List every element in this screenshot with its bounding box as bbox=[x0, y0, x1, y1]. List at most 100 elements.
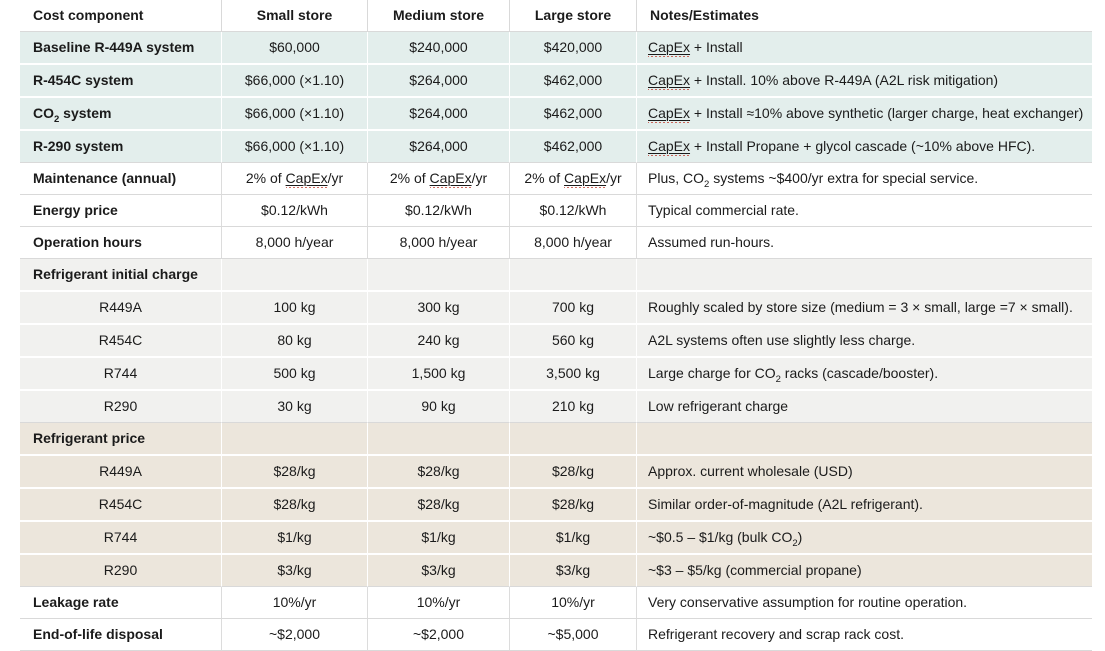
cell-medium-store[interactable]: $240,000 bbox=[368, 32, 510, 65]
cell-notes[interactable]: Assumed run-hours. bbox=[637, 227, 1092, 259]
cell-notes[interactable] bbox=[637, 259, 1092, 292]
row-label[interactable]: R-454C system bbox=[20, 65, 222, 98]
row-label[interactable]: Refrigerant price bbox=[20, 423, 222, 456]
cell-large-store[interactable]: 2% of CapEx/yr bbox=[510, 163, 637, 195]
cell-medium-store[interactable]: 240 kg bbox=[368, 325, 510, 358]
cell-medium-store[interactable] bbox=[368, 423, 510, 456]
cell-large-store[interactable]: $3/kg bbox=[510, 555, 637, 587]
row-label[interactable]: R744 bbox=[20, 522, 222, 555]
cell-small-store[interactable]: 30 kg bbox=[222, 391, 368, 423]
cell-small-store[interactable]: $66,000 (×1.10) bbox=[222, 131, 368, 163]
cell-small-store[interactable]: $60,000 bbox=[222, 32, 368, 65]
cell-notes[interactable] bbox=[637, 423, 1092, 456]
cell-notes[interactable]: CapEx + Install bbox=[637, 32, 1092, 65]
cell-medium-store[interactable]: 10%/yr bbox=[368, 587, 510, 619]
row-label[interactable]: R-290 system bbox=[20, 131, 222, 163]
cell-medium-store[interactable]: $3/kg bbox=[368, 555, 510, 587]
cell-small-store[interactable]: $28/kg bbox=[222, 456, 368, 489]
cell-medium-store[interactable]: $28/kg bbox=[368, 489, 510, 522]
cell-small-store[interactable]: 80 kg bbox=[222, 325, 368, 358]
cell-medium-store[interactable]: ~$2,000 bbox=[368, 619, 510, 651]
cell-notes[interactable]: CapEx + Install ≈10% above synthetic (la… bbox=[637, 98, 1092, 131]
cell-large-store[interactable]: $462,000 bbox=[510, 65, 637, 98]
cell-medium-store[interactable]: $264,000 bbox=[368, 65, 510, 98]
cell-small-store[interactable]: $28/kg bbox=[222, 489, 368, 522]
cell-notes[interactable]: ~$0.5 – $1/kg (bulk CO2) bbox=[637, 522, 1092, 555]
cell-large-store[interactable]: 8,000 h/year bbox=[510, 227, 637, 259]
column-header[interactable]: Notes/Estimates bbox=[637, 0, 1092, 32]
cell-large-store[interactable]: $28/kg bbox=[510, 456, 637, 489]
cell-notes[interactable]: Large charge for CO2 racks (cascade/boos… bbox=[637, 358, 1092, 391]
cell-notes[interactable]: Very conservative assumption for routine… bbox=[637, 587, 1092, 619]
cell-large-store[interactable]: ~$5,000 bbox=[510, 619, 637, 651]
row-label[interactable]: R454C bbox=[20, 325, 222, 358]
cell-small-store[interactable]: $3/kg bbox=[222, 555, 368, 587]
cell-small-store[interactable] bbox=[222, 423, 368, 456]
cell-small-store[interactable] bbox=[222, 259, 368, 292]
cell-small-store[interactable]: 8,000 h/year bbox=[222, 227, 368, 259]
cell-small-store[interactable]: $1/kg bbox=[222, 522, 368, 555]
cell-medium-store[interactable]: $264,000 bbox=[368, 131, 510, 163]
cell-notes[interactable]: Low refrigerant charge bbox=[637, 391, 1092, 423]
cell-small-store[interactable]: 2% of CapEx/yr bbox=[222, 163, 368, 195]
cell-notes[interactable]: A2L systems often use slightly less char… bbox=[637, 325, 1092, 358]
row-label[interactable]: Refrigerant initial charge bbox=[20, 259, 222, 292]
cell-large-store[interactable]: 700 kg bbox=[510, 292, 637, 325]
cell-large-store[interactable] bbox=[510, 259, 637, 292]
cell-notes[interactable]: Roughly scaled by store size (medium = 3… bbox=[637, 292, 1092, 325]
cell-large-store[interactable]: 10%/yr bbox=[510, 587, 637, 619]
cell-notes[interactable]: CapEx + Install. 10% above R-449A (A2L r… bbox=[637, 65, 1092, 98]
cell-notes[interactable]: ~$3 – $5/kg (commercial propane) bbox=[637, 555, 1092, 587]
row-label[interactable]: R454C bbox=[20, 489, 222, 522]
row-label[interactable]: R744 bbox=[20, 358, 222, 391]
cell-large-store[interactable]: $1/kg bbox=[510, 522, 637, 555]
cell-medium-store[interactable]: $1/kg bbox=[368, 522, 510, 555]
row-label[interactable]: CO2 system bbox=[20, 98, 222, 131]
cell-small-store[interactable]: $0.12/kWh bbox=[222, 195, 368, 227]
row-label[interactable]: R290 bbox=[20, 555, 222, 587]
cell-notes[interactable]: Plus, CO2 systems ~$400/yr extra for spe… bbox=[637, 163, 1092, 195]
cell-medium-store[interactable]: 2% of CapEx/yr bbox=[368, 163, 510, 195]
cell-large-store[interactable]: $462,000 bbox=[510, 98, 637, 131]
cell-small-store[interactable]: $66,000 (×1.10) bbox=[222, 98, 368, 131]
cell-small-store[interactable]: 100 kg bbox=[222, 292, 368, 325]
cell-notes[interactable]: CapEx + Install Propane + glycol cascade… bbox=[637, 131, 1092, 163]
row-label[interactable]: End-of-life disposal bbox=[20, 619, 222, 651]
row-label[interactable]: Baseline R-449A system bbox=[20, 32, 222, 65]
cell-large-store[interactable]: $420,000 bbox=[510, 32, 637, 65]
cell-medium-store[interactable]: $264,000 bbox=[368, 98, 510, 131]
cell-notes[interactable]: Refrigerant recovery and scrap rack cost… bbox=[637, 619, 1092, 651]
row-label[interactable]: Maintenance (annual) bbox=[20, 163, 222, 195]
cell-medium-store[interactable] bbox=[368, 259, 510, 292]
cell-small-store[interactable]: $66,000 (×1.10) bbox=[222, 65, 368, 98]
cell-medium-store[interactable]: 8,000 h/year bbox=[368, 227, 510, 259]
cell-medium-store[interactable]: $0.12/kWh bbox=[368, 195, 510, 227]
row-label[interactable]: Leakage rate bbox=[20, 587, 222, 619]
row-label[interactable]: R290 bbox=[20, 391, 222, 423]
cell-notes[interactable]: Approx. current wholesale (USD) bbox=[637, 456, 1092, 489]
cell-notes[interactable]: Similar order-of-magnitude (A2L refriger… bbox=[637, 489, 1092, 522]
row-label[interactable]: Operation hours bbox=[20, 227, 222, 259]
cell-large-store[interactable]: 210 kg bbox=[510, 391, 637, 423]
cell-small-store[interactable]: 10%/yr bbox=[222, 587, 368, 619]
column-header[interactable]: Large store bbox=[510, 0, 637, 32]
cell-medium-store[interactable]: 1,500 kg bbox=[368, 358, 510, 391]
cell-large-store[interactable] bbox=[510, 423, 637, 456]
cell-large-store[interactable]: 3,500 kg bbox=[510, 358, 637, 391]
cell-medium-store[interactable]: 300 kg bbox=[368, 292, 510, 325]
column-header[interactable]: Cost component bbox=[20, 0, 222, 32]
cell-large-store[interactable]: $0.12/kWh bbox=[510, 195, 637, 227]
cell-medium-store[interactable]: 90 kg bbox=[368, 391, 510, 423]
row-label[interactable]: R449A bbox=[20, 456, 222, 489]
cell-small-store[interactable]: 500 kg bbox=[222, 358, 368, 391]
cell-large-store[interactable]: 560 kg bbox=[510, 325, 637, 358]
cell-notes[interactable]: Typical commercial rate. bbox=[637, 195, 1092, 227]
column-header[interactable]: Medium store bbox=[368, 0, 510, 32]
cell-small-store[interactable]: ~$2,000 bbox=[222, 619, 368, 651]
column-header[interactable]: Small store bbox=[222, 0, 368, 32]
cell-large-store[interactable]: $462,000 bbox=[510, 131, 637, 163]
cell-large-store[interactable]: $28/kg bbox=[510, 489, 637, 522]
row-label[interactable]: Energy price bbox=[20, 195, 222, 227]
cell-medium-store[interactable]: $28/kg bbox=[368, 456, 510, 489]
row-label[interactable]: R449A bbox=[20, 292, 222, 325]
